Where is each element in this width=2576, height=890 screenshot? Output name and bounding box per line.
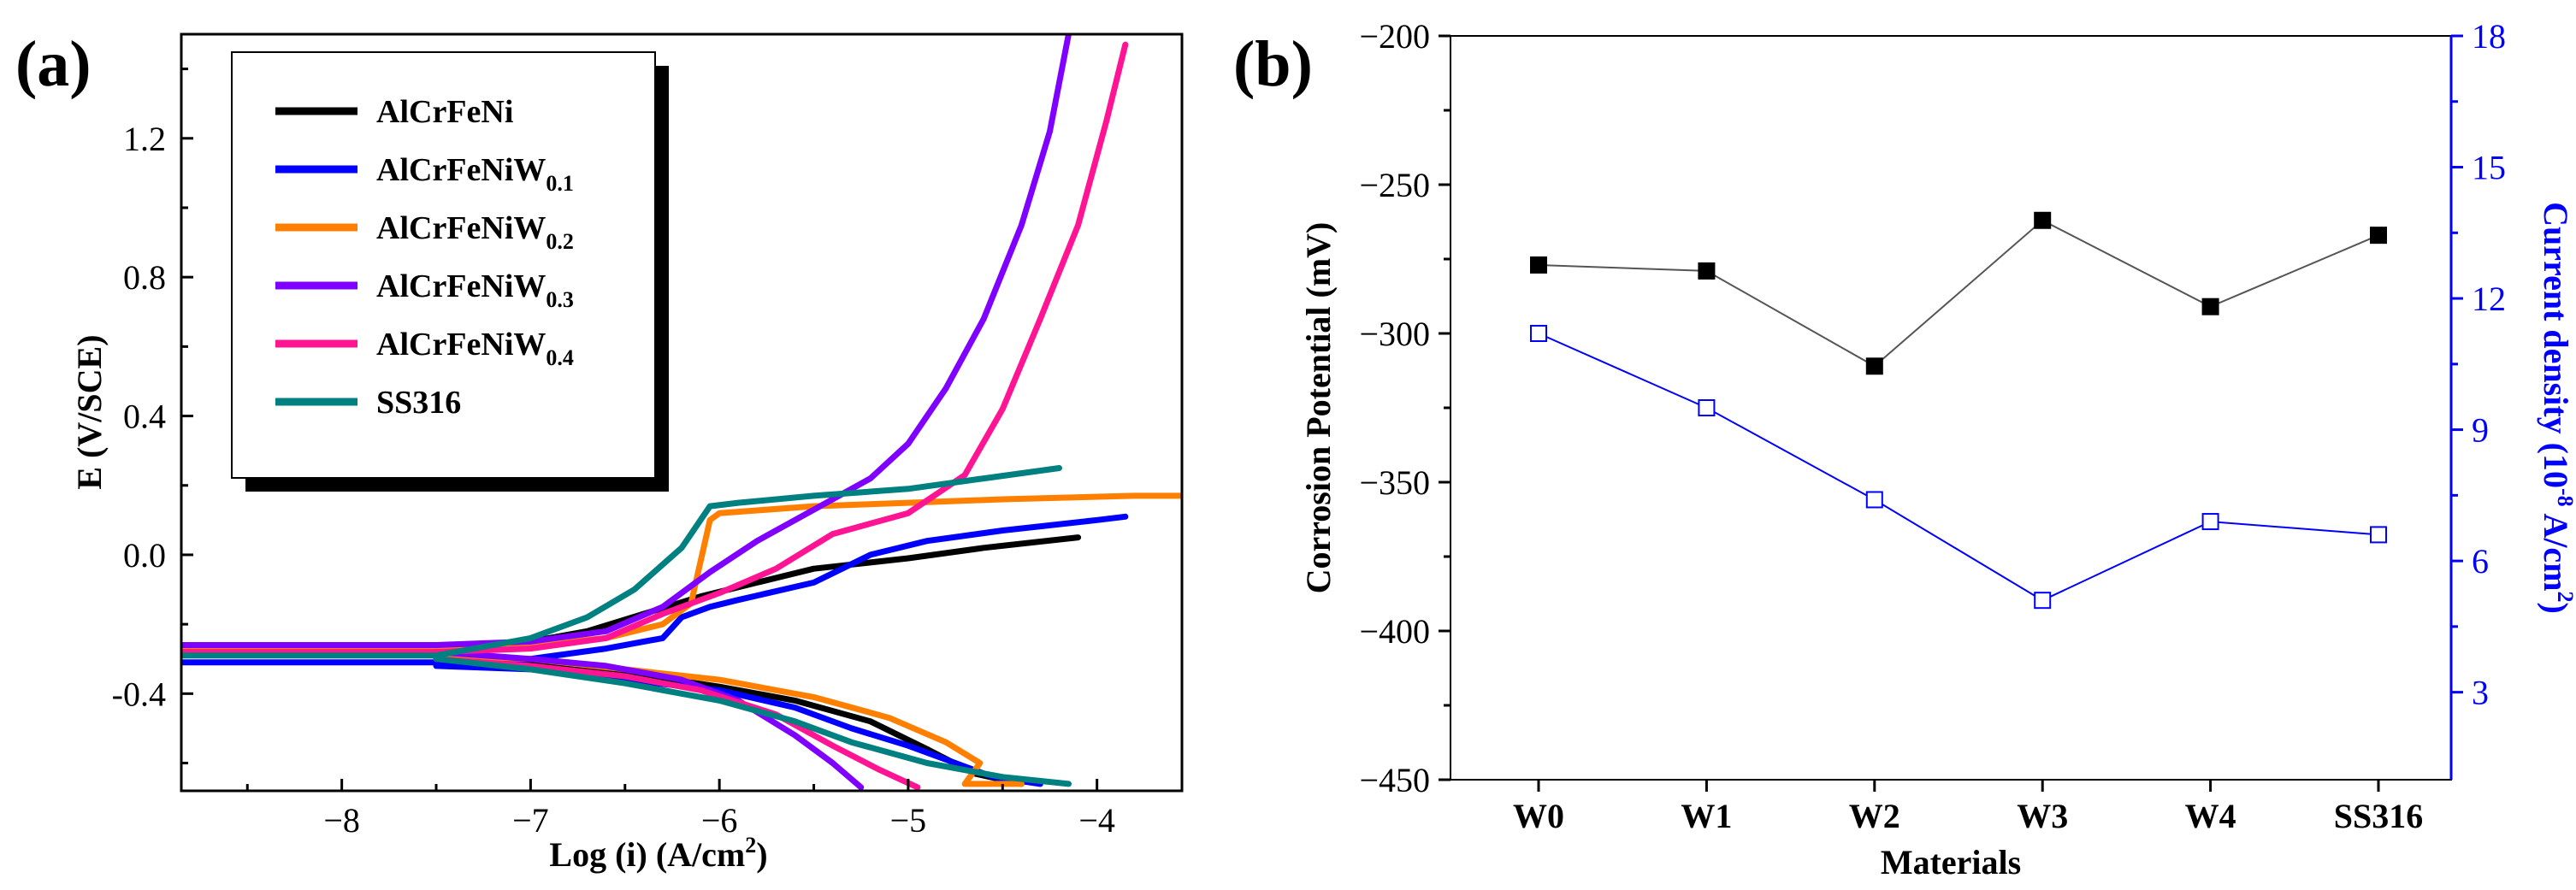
panel-a-y-axis-label: E (V/SCE) xyxy=(70,334,109,489)
left-y-tick-label: −450 xyxy=(1359,761,1430,799)
right-y-tick-label: 3 xyxy=(2472,674,2489,712)
series-1-marker xyxy=(2370,526,2387,544)
x-category-label: SS316 xyxy=(2334,797,2424,835)
panel-a-polarization-chart: (a) −8 −7 −6 −5 −4 -0.4 0.0 0.4 0.8 1.2 Log (i) … xyxy=(15,28,1184,874)
y-tick-label: 0.0 xyxy=(123,536,166,575)
panel-a-curves xyxy=(181,34,1182,791)
x-tick-label: −5 xyxy=(890,801,927,840)
panel-b-right-y-ticks: 3 6 9 12 15 18 xyxy=(2451,17,2506,712)
series-4-cathodic-line xyxy=(433,656,921,791)
left-y-tick-label: −250 xyxy=(1359,166,1430,204)
series-1-marker xyxy=(2201,513,2219,531)
panel-a-x-ticks: −8 −7 −6 −5 −4 xyxy=(245,779,1115,840)
right-y-tick-label: 6 xyxy=(2472,542,2489,581)
y-tick-label: -0.4 xyxy=(112,675,166,713)
series-0-marker xyxy=(2370,227,2387,245)
x-tick-label: −4 xyxy=(1078,801,1115,840)
y-tick-label: 1.2 xyxy=(123,120,166,158)
right-y-tick-label: 15 xyxy=(2472,149,2506,187)
series-5-cathodic-line xyxy=(433,656,1072,787)
series-1-marker xyxy=(2034,592,2052,610)
left-y-tick-label: −350 xyxy=(1359,463,1430,502)
left-y-tick-label: −400 xyxy=(1359,612,1430,651)
panel-b-x-ticks: W0 W1 W2 W3 W4 SS316 xyxy=(1513,780,2423,835)
left-y-tick-label: −200 xyxy=(1359,17,1430,56)
x-category-label: W4 xyxy=(2185,797,2236,835)
left-y-tick-label: −300 xyxy=(1359,315,1430,353)
x-category-label: W1 xyxy=(1681,797,1732,835)
series-0-marker xyxy=(2034,211,2052,229)
legend-entry-label: AlCrFeNiW0.2 xyxy=(376,210,574,254)
series-1-marker xyxy=(1530,325,1547,342)
right-y-tick-label: 18 xyxy=(2472,17,2506,56)
panel-a-label: (a) xyxy=(15,28,92,100)
series-0-marker xyxy=(1698,262,1716,280)
panel-b-right-y-axis-label: Current density (10-8 A/cm2) xyxy=(2537,202,2576,614)
panel-b-series xyxy=(1530,211,2387,610)
series-0-marker xyxy=(1865,357,1883,375)
panel-a-y-ticks: -0.4 0.0 0.4 0.8 1.2 xyxy=(112,68,193,765)
y-tick-label: 0.8 xyxy=(123,258,166,297)
x-category-label: W0 xyxy=(1513,797,1564,835)
series-5-anodic-line xyxy=(181,465,1062,659)
series-0-line xyxy=(1538,219,2379,368)
right-y-tick-label: 9 xyxy=(2472,411,2489,450)
y-tick-label: 0.4 xyxy=(123,398,166,436)
panel-b-x-axis-label: Materials xyxy=(1881,843,2021,881)
series-2-anodic-line xyxy=(181,492,1182,652)
legend-entry-label: AlCrFeNiW0.3 xyxy=(376,268,574,312)
series-1-marker xyxy=(1865,491,1883,509)
panel-a-legend-box xyxy=(231,51,656,479)
series-1-line xyxy=(1538,333,2379,602)
panel-b-left-y-axis-label: Corrosion Potential (mV) xyxy=(1299,222,1338,594)
series-1-marker xyxy=(1698,399,1716,416)
series-4-anodic-line xyxy=(181,41,1129,656)
panel-b-left-y-ticks: −450 −400 −350 −300 −250 −200 xyxy=(1359,17,1450,799)
panel-a-x-axis-label: Log (i) (A/cm2) xyxy=(549,833,767,874)
panel-a-plot-frame xyxy=(180,32,1184,793)
legend-entry-label: AlCrFeNiW0.4 xyxy=(376,327,574,370)
series-0-marker xyxy=(2201,298,2219,315)
series-0-marker xyxy=(1530,256,1547,274)
x-category-label: W3 xyxy=(2017,797,2068,835)
right-y-tick-label: 12 xyxy=(2472,280,2506,318)
panel-b-dual-axis-chart: (b) −450 −400 −350 −300 −250 −200 3 6 9 12 15 18 W… xyxy=(1233,17,2576,881)
legend-entry-label: SS316 xyxy=(376,385,461,421)
series-3-anodic-line xyxy=(181,34,1072,648)
x-category-label: W2 xyxy=(1849,797,1900,835)
x-tick-label: −6 xyxy=(701,801,738,840)
panel-b-plot-frame xyxy=(1450,35,2452,781)
series-1-anodic-line xyxy=(181,513,1129,666)
legend-entry-label: AlCrFeNi xyxy=(376,94,513,130)
legend-entry-label: AlCrFeNiW0.1 xyxy=(376,152,574,196)
panel-b-label: (b) xyxy=(1233,28,1313,100)
panel-a-legend: AlCrFeNi AlCrFeNiW0.1 AlCrFeNiW0.2 AlCrFeNi… xyxy=(275,94,574,421)
x-tick-label: −8 xyxy=(323,801,360,840)
x-tick-label: −7 xyxy=(512,801,549,840)
